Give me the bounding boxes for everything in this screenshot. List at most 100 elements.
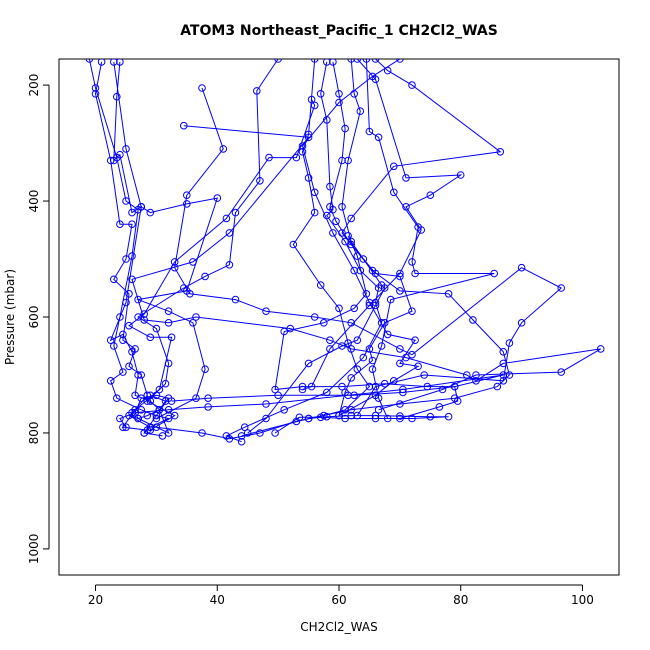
data-point — [338, 382, 346, 391]
data-point — [374, 406, 383, 414]
data-point — [256, 429, 264, 437]
data-point — [347, 345, 356, 353]
x-tick-label: 20 — [88, 593, 103, 607]
data-point — [97, 59, 106, 66]
data-point — [493, 382, 502, 391]
data-point — [386, 295, 395, 304]
data-point — [164, 307, 173, 316]
plot-frame — [58, 58, 620, 576]
data-point — [310, 313, 319, 321]
data-point — [332, 217, 340, 226]
data-point — [164, 406, 173, 414]
x-tick-label: 60 — [331, 593, 346, 607]
data-point — [164, 429, 173, 437]
data-point — [499, 371, 508, 379]
data-point — [298, 142, 307, 150]
data-point — [192, 394, 200, 403]
data-point — [225, 229, 234, 237]
data-point — [365, 127, 374, 136]
data-point — [399, 388, 407, 397]
data-point — [295, 413, 304, 422]
profile-series — [91, 59, 152, 434]
data-point — [146, 426, 155, 434]
data-point — [106, 336, 115, 345]
data-point — [137, 394, 145, 403]
data-point — [122, 255, 130, 263]
data-point — [341, 414, 349, 423]
data-point — [426, 412, 435, 421]
data-point — [408, 81, 416, 89]
data-point — [140, 429, 148, 437]
data-point — [170, 411, 179, 420]
data-point — [256, 177, 264, 185]
data-point — [347, 319, 356, 327]
data-point — [262, 307, 270, 316]
data-point — [204, 394, 212, 403]
series-line — [137, 59, 279, 431]
data-point — [390, 188, 398, 197]
data-point — [91, 90, 100, 98]
series-line — [128, 99, 316, 414]
data-point — [134, 414, 142, 423]
data-point — [396, 412, 404, 420]
data-point — [323, 59, 331, 66]
y-tick-label: 400 — [27, 190, 41, 213]
data-point — [164, 319, 173, 327]
data-point — [119, 330, 127, 339]
data-point — [262, 414, 270, 423]
data-point — [408, 258, 416, 266]
series-line — [174, 87, 563, 416]
data-point — [320, 319, 328, 327]
data-point — [353, 59, 362, 63]
data-point — [231, 295, 240, 304]
data-point — [155, 406, 164, 414]
data-point — [125, 290, 133, 298]
data-point — [192, 313, 200, 321]
data-point — [274, 59, 282, 63]
data-point — [274, 391, 282, 400]
series-line — [274, 235, 459, 419]
data-point — [353, 252, 362, 260]
data-point — [371, 59, 380, 63]
data-point — [262, 400, 270, 408]
data-point — [307, 95, 316, 104]
data-point — [140, 310, 148, 318]
data-point — [380, 284, 389, 292]
data-point — [377, 342, 386, 350]
data-point — [472, 371, 480, 379]
data-point — [371, 414, 380, 423]
data-point — [164, 394, 173, 403]
data-point — [125, 321, 133, 330]
data-point — [116, 150, 124, 159]
profile-series — [131, 391, 173, 437]
data-point — [128, 275, 136, 284]
x-tick-label: 40 — [210, 593, 225, 607]
data-point — [316, 281, 325, 289]
data-point — [347, 59, 355, 63]
data-point — [496, 148, 505, 156]
data-point — [110, 59, 118, 66]
data-point — [219, 145, 228, 153]
data-point — [304, 414, 313, 423]
y-tick-label: 600 — [27, 306, 41, 329]
y-tick-label: 1000 — [27, 534, 41, 565]
data-point — [140, 316, 148, 324]
x-tick-label: 80 — [453, 593, 468, 607]
data-point — [243, 429, 252, 437]
data-point — [213, 194, 222, 202]
data-point — [341, 124, 349, 133]
data-point — [158, 432, 167, 440]
data-point — [402, 353, 410, 362]
data-point — [128, 220, 136, 228]
data-point — [146, 208, 155, 217]
data-point — [240, 423, 249, 432]
series-line — [94, 61, 148, 431]
data-point — [411, 269, 419, 278]
profile-series — [125, 95, 319, 417]
profile-series — [134, 59, 282, 434]
data-point — [326, 182, 334, 191]
data-point — [396, 59, 404, 63]
data-point — [189, 258, 197, 266]
data-point — [310, 101, 319, 110]
